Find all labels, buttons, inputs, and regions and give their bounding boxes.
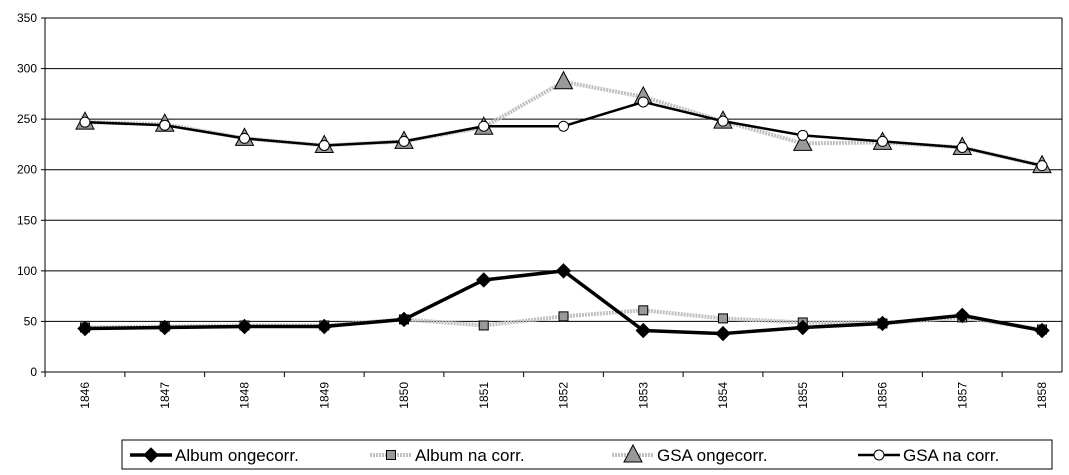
marker bbox=[236, 318, 253, 335]
marker bbox=[159, 119, 171, 131]
y-tick-label: 300 bbox=[17, 62, 37, 76]
marker bbox=[398, 135, 410, 147]
marker bbox=[873, 449, 885, 461]
y-tick-label: 350 bbox=[17, 11, 37, 25]
marker bbox=[558, 120, 569, 132]
marker bbox=[143, 447, 159, 463]
marker bbox=[717, 115, 729, 127]
legend-item: GSA na corr. bbox=[858, 446, 999, 465]
marker bbox=[1034, 322, 1050, 339]
marker bbox=[874, 315, 891, 332]
y-tick-label: 250 bbox=[17, 112, 37, 126]
series bbox=[77, 263, 1050, 342]
y-tick-label: 150 bbox=[17, 213, 37, 227]
legend-label: GSA ongecorr. bbox=[657, 446, 768, 465]
marker bbox=[555, 263, 572, 279]
x-tick-label: 1852 bbox=[557, 382, 571, 409]
line bbox=[84, 269, 1043, 336]
x-tick-label: 1847 bbox=[158, 382, 172, 409]
series bbox=[79, 96, 1048, 172]
legend-item: Album na corr. bbox=[370, 446, 525, 465]
y-tick-label: 0 bbox=[30, 365, 37, 379]
x-tick-label: 1858 bbox=[1035, 382, 1049, 409]
marker bbox=[635, 322, 651, 339]
marker bbox=[715, 325, 731, 342]
legend-label: GSA na corr. bbox=[903, 446, 999, 465]
x-tick-label: 1848 bbox=[238, 382, 252, 409]
legend-label: Album na corr. bbox=[415, 446, 525, 465]
marker bbox=[792, 132, 813, 151]
y-tick-label: 100 bbox=[17, 264, 37, 278]
legend-item: GSA ongecorr. bbox=[612, 443, 768, 465]
marker bbox=[558, 311, 569, 322]
marker bbox=[797, 129, 809, 141]
marker bbox=[316, 318, 332, 335]
marker bbox=[956, 141, 968, 153]
marker bbox=[553, 70, 574, 90]
legend-label: Album ongecorr. bbox=[175, 446, 299, 465]
legend-item: Album ongecorr. bbox=[130, 446, 299, 465]
x-tick-label: 1846 bbox=[78, 382, 92, 409]
marker bbox=[318, 139, 330, 151]
marker bbox=[478, 320, 489, 331]
marker bbox=[877, 135, 888, 147]
x-tick-label: 1850 bbox=[397, 382, 411, 409]
marker bbox=[476, 272, 492, 288]
marker bbox=[1036, 160, 1048, 172]
x-tick-label: 1849 bbox=[317, 382, 331, 409]
marker bbox=[638, 305, 649, 316]
y-tick-label: 50 bbox=[24, 314, 38, 328]
x-tick-label: 1854 bbox=[716, 382, 730, 409]
x-tick-label: 1856 bbox=[876, 382, 890, 409]
marker bbox=[239, 132, 250, 144]
marker bbox=[77, 320, 93, 337]
marker bbox=[79, 116, 91, 128]
marker bbox=[954, 307, 970, 324]
marker bbox=[718, 313, 728, 324]
marker bbox=[795, 319, 811, 336]
y-tick-label: 200 bbox=[17, 163, 37, 177]
marker bbox=[637, 96, 649, 108]
x-tick-label: 1855 bbox=[796, 382, 810, 409]
marker bbox=[157, 319, 173, 336]
x-tick-label: 1857 bbox=[955, 382, 969, 409]
x-tick-label: 1853 bbox=[636, 382, 650, 409]
marker bbox=[623, 443, 643, 463]
x-tick-label: 1851 bbox=[477, 382, 491, 409]
marker bbox=[478, 120, 490, 132]
marker bbox=[396, 311, 412, 328]
marker bbox=[386, 450, 396, 460]
